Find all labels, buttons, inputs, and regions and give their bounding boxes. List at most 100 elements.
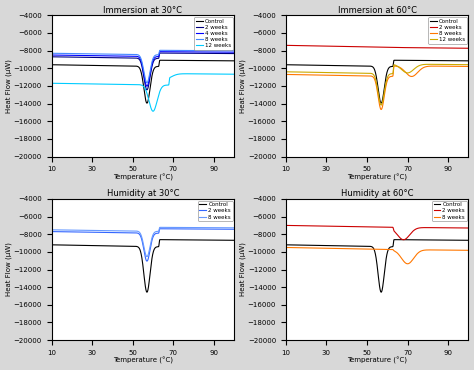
2 weeks xyxy=(364,225,369,229)
8 weeks xyxy=(191,225,197,230)
Control xyxy=(49,63,55,67)
2 weeks xyxy=(364,45,369,49)
2 weeks xyxy=(49,229,55,234)
2 weeks xyxy=(426,225,431,230)
8 weeks xyxy=(49,228,55,232)
12 weeks xyxy=(378,103,384,107)
Control xyxy=(195,58,201,63)
Control xyxy=(157,238,163,242)
Control xyxy=(364,244,369,248)
Control xyxy=(123,64,128,68)
Control xyxy=(67,63,73,67)
2 weeks xyxy=(49,55,55,59)
12 weeks xyxy=(426,62,431,67)
8 weeks xyxy=(49,51,55,55)
Control xyxy=(49,243,55,247)
Legend: Control, 2 weeks, 8 weeks, 12 weeks: Control, 2 weeks, 8 weeks, 12 weeks xyxy=(428,17,467,44)
2 weeks xyxy=(195,227,201,231)
Line: Control: Control xyxy=(52,240,234,292)
8 weeks xyxy=(378,107,384,112)
Control xyxy=(426,58,431,63)
2 weeks xyxy=(409,46,414,50)
Line: 2 weeks: 2 weeks xyxy=(52,53,234,90)
Line: 12 weeks: 12 weeks xyxy=(286,64,468,105)
8 weeks xyxy=(429,248,435,252)
12 weeks xyxy=(283,70,289,74)
2 weeks xyxy=(425,46,431,50)
Control xyxy=(357,244,363,248)
4 weeks xyxy=(191,50,197,54)
2 weeks xyxy=(129,56,135,60)
Control xyxy=(283,63,289,67)
Line: Control: Control xyxy=(286,240,468,292)
12 weeks xyxy=(301,70,307,74)
2 weeks xyxy=(144,259,150,263)
8 weeks xyxy=(123,52,128,57)
8 weeks xyxy=(426,64,431,68)
Control xyxy=(364,64,369,68)
2 weeks xyxy=(231,227,237,232)
8 weeks xyxy=(174,225,180,230)
Control xyxy=(429,238,435,242)
12 weeks xyxy=(357,71,363,75)
2 weeks xyxy=(465,46,471,50)
2 weeks xyxy=(428,46,434,50)
X-axis label: Temperature (°C): Temperature (°C) xyxy=(347,174,407,181)
8 weeks xyxy=(364,74,369,78)
Control xyxy=(301,63,307,67)
8 weeks xyxy=(301,73,307,77)
Line: 8 weeks: 8 weeks xyxy=(52,50,234,83)
Control xyxy=(174,238,180,242)
Y-axis label: Heat Flow (µW): Heat Flow (µW) xyxy=(6,59,12,113)
8 weeks xyxy=(426,248,431,252)
12 weeks xyxy=(123,82,128,87)
4 weeks xyxy=(67,53,73,57)
Control xyxy=(67,243,73,248)
2 weeks xyxy=(465,226,471,230)
12 weeks xyxy=(195,72,201,76)
12 weeks xyxy=(231,72,237,77)
8 weeks xyxy=(392,64,397,68)
2 weeks xyxy=(129,231,135,235)
4 weeks xyxy=(144,84,150,88)
2 weeks xyxy=(157,226,163,231)
8 weeks xyxy=(357,247,363,251)
12 weeks xyxy=(183,71,189,76)
2 weeks xyxy=(283,223,289,228)
2 weeks xyxy=(429,225,435,230)
4 weeks xyxy=(123,54,128,58)
Title: Humidity at 60°C: Humidity at 60°C xyxy=(341,189,413,198)
8 weeks xyxy=(231,226,237,230)
8 weeks xyxy=(301,246,307,250)
8 weeks xyxy=(405,262,410,266)
12 weeks xyxy=(191,72,197,76)
4 weeks xyxy=(129,54,135,58)
8 weeks xyxy=(465,64,471,69)
4 weeks xyxy=(231,50,237,54)
2 weeks xyxy=(191,51,197,55)
Line: 8 weeks: 8 weeks xyxy=(286,66,468,110)
X-axis label: Temperature (°C): Temperature (°C) xyxy=(113,174,173,181)
12 weeks xyxy=(67,81,73,86)
Title: Immersion at 60°C: Immersion at 60°C xyxy=(337,6,417,14)
12 weeks xyxy=(174,72,180,77)
8 weeks xyxy=(191,48,197,53)
8 weeks xyxy=(157,225,163,229)
Control xyxy=(409,238,414,242)
8 weeks xyxy=(364,247,369,251)
Control xyxy=(123,244,128,248)
Legend: Control, 2 weeks, 8 weeks: Control, 2 weeks, 8 weeks xyxy=(432,201,467,221)
Control xyxy=(378,101,384,105)
2 weeks xyxy=(174,227,180,231)
Line: 4 weeks: 4 weeks xyxy=(52,52,234,86)
8 weeks xyxy=(144,80,150,85)
Control xyxy=(378,290,384,295)
Line: 8 weeks: 8 weeks xyxy=(52,227,234,257)
Control xyxy=(144,101,150,105)
X-axis label: Temperature (°C): Temperature (°C) xyxy=(347,357,407,364)
8 weeks xyxy=(67,228,73,232)
12 weeks xyxy=(409,69,414,74)
2 weeks xyxy=(231,51,237,56)
8 weeks xyxy=(283,72,289,77)
8 weeks xyxy=(129,52,135,57)
